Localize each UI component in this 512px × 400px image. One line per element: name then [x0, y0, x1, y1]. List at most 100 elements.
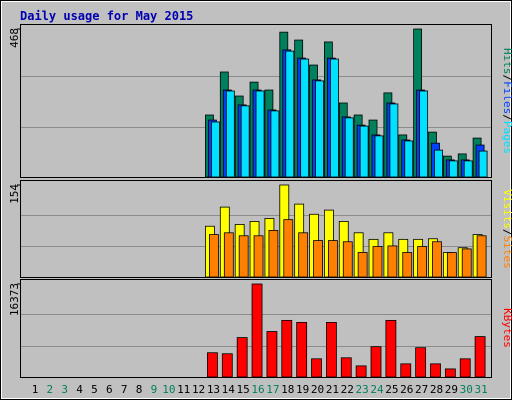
bar	[344, 117, 354, 178]
bar	[432, 241, 442, 278]
x-tick-label: 24	[370, 383, 384, 396]
x-tick-label: 30	[460, 383, 473, 396]
bar	[285, 50, 295, 178]
bar	[417, 246, 428, 278]
bar	[434, 149, 443, 178]
x-tick-label: 12	[192, 383, 205, 396]
bar	[340, 357, 352, 378]
x-tick-label: 15	[237, 383, 250, 396]
bar	[240, 105, 250, 178]
x-tick-label: 29	[445, 383, 458, 396]
bar	[444, 368, 456, 378]
legend: KBytes	[501, 308, 512, 348]
legend-entry: Files	[501, 81, 512, 114]
x-tick-label: 10	[162, 383, 175, 396]
chart-title: Daily usage for May 2015	[20, 9, 193, 23]
bar	[461, 248, 472, 278]
legend: Visits/Sites	[501, 189, 512, 269]
bar	[404, 140, 414, 178]
legend-entry: Hits	[501, 48, 512, 75]
bar	[211, 121, 220, 178]
bar	[459, 358, 471, 378]
bar	[313, 240, 323, 278]
x-tick-label: 11	[177, 383, 190, 396]
bar	[296, 322, 308, 378]
bar	[236, 337, 248, 378]
y-tick-label: 154	[8, 184, 21, 204]
bar	[359, 125, 369, 178]
legend-separator: /	[501, 75, 512, 82]
bar	[370, 346, 382, 378]
x-tick-label: 3	[61, 383, 68, 396]
x-tick-label: 23	[356, 383, 369, 396]
panel-frame	[20, 180, 492, 278]
bar	[268, 230, 279, 278]
bar	[387, 245, 398, 278]
bar	[357, 252, 368, 278]
bar	[400, 363, 412, 378]
bar	[415, 347, 427, 378]
bar	[446, 252, 457, 278]
bar	[342, 241, 353, 278]
bar	[221, 353, 233, 378]
panel-frame	[20, 24, 492, 178]
legend-entry: Pages	[501, 121, 512, 154]
bar	[253, 235, 264, 278]
x-tick-label: 27	[415, 383, 428, 396]
bar	[355, 365, 367, 378]
bar	[209, 234, 219, 278]
legend-entry: Visits	[501, 189, 512, 229]
x-tick-label: 21	[326, 383, 339, 396]
bar	[478, 150, 488, 178]
bar	[419, 90, 429, 178]
x-tick-label: 1	[32, 383, 39, 396]
y-tick-label: 468	[8, 28, 21, 48]
bar	[251, 283, 263, 378]
bar	[448, 160, 458, 178]
x-tick-label: 5	[91, 383, 98, 396]
x-tick-label: 13	[207, 383, 220, 396]
y-tick-label: 16373	[8, 283, 21, 316]
x-tick-label: 4	[76, 383, 83, 396]
bar	[298, 232, 309, 278]
bar	[402, 252, 413, 278]
bar	[311, 358, 322, 378]
legend-entry: Sites	[501, 236, 512, 269]
x-tick-label: 2	[47, 383, 54, 396]
bar	[225, 90, 235, 178]
legend-entry: KBytes	[501, 308, 512, 348]
x-tick-label: 20	[311, 383, 324, 396]
x-tick-label: 26	[400, 383, 413, 396]
x-tick-label: 6	[106, 383, 113, 396]
bar	[281, 319, 293, 378]
x-tick-label: 31	[474, 383, 487, 396]
bar	[463, 160, 473, 178]
bar	[474, 336, 486, 378]
bar	[255, 90, 265, 178]
bar	[430, 363, 441, 378]
bar	[372, 246, 383, 278]
bar	[223, 232, 234, 278]
x-tick-label: 16	[251, 383, 264, 396]
bar	[315, 80, 324, 178]
bar	[389, 103, 399, 178]
x-tick-label: 17	[266, 383, 279, 396]
bar	[300, 58, 310, 178]
bar	[385, 319, 397, 378]
bar	[374, 135, 384, 178]
legend-separator: /	[501, 229, 512, 236]
x-tick-label: 9	[151, 383, 158, 396]
bar	[238, 235, 249, 278]
bar	[207, 352, 218, 378]
x-tick-label: 18	[281, 383, 294, 396]
legend: Hits/Files/Pages	[501, 48, 512, 154]
bar	[325, 322, 337, 378]
legend-separator: /	[501, 114, 512, 121]
x-tick-label: 14	[222, 383, 236, 396]
bar	[327, 240, 338, 278]
x-tick-label: 19	[296, 383, 309, 396]
bar	[270, 110, 280, 178]
panel-frame	[20, 279, 492, 378]
